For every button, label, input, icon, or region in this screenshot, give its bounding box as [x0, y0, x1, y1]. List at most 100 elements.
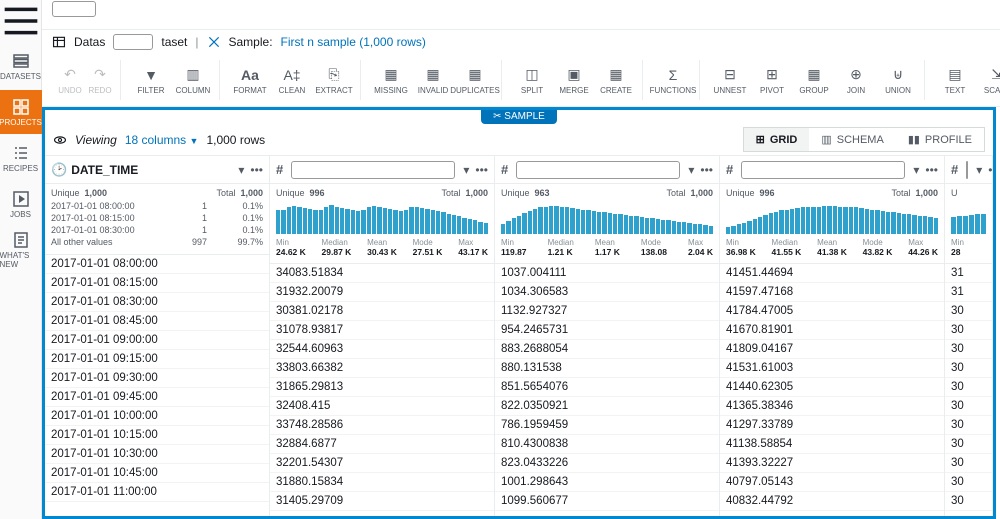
table-cell[interactable]: 41809.04167 [720, 340, 944, 359]
table-cell[interactable]: 1132.927327 [495, 302, 719, 321]
table-cell[interactable]: 823.0433226 [495, 454, 719, 473]
table-cell[interactable]: 1037.004111 [495, 264, 719, 283]
table-cell[interactable]: 31880.15834 [270, 473, 494, 492]
hamburger-menu[interactable] [0, 6, 42, 36]
table-cell[interactable]: 954.2465731 [495, 321, 719, 340]
table-cell[interactable]: 30 [945, 473, 992, 492]
split-button[interactable]: ◫SPLIT [512, 60, 552, 100]
table-cell[interactable]: 31 [945, 283, 992, 302]
table-cell[interactable]: 41784.47005 [720, 302, 944, 321]
table-cell[interactable]: 34083.51834 [270, 264, 494, 283]
duplicates-button[interactable]: ▦DUPLICATES [455, 60, 495, 100]
sample-link[interactable]: First n sample (1,000 rows) [281, 35, 426, 49]
table-cell[interactable]: 30 [945, 435, 992, 454]
format-button[interactable]: AaFORMAT [230, 60, 270, 100]
table-cell[interactable]: 2017-01-01 08:15:00 [45, 274, 269, 293]
more-icon[interactable]: ••• [250, 163, 263, 177]
filter-icon[interactable]: ▾ [238, 163, 244, 177]
filter-icon[interactable]: ▾ [463, 163, 469, 177]
table-cell[interactable]: 30 [945, 340, 992, 359]
join-button[interactable]: ⊕JOIN [836, 60, 876, 100]
table-cell[interactable]: 810.4300838 [495, 435, 719, 454]
table-cell[interactable]: 30 [945, 378, 992, 397]
table-cell[interactable]: 2017-01-01 08:45:00 [45, 312, 269, 331]
table-cell[interactable]: 30 [945, 397, 992, 416]
rail-recipes[interactable]: RECIPES [0, 136, 42, 180]
extract-button[interactable]: ⎘EXTRACT [314, 60, 354, 100]
rail-whatsnew[interactable]: WHAT'S NEW [0, 228, 42, 272]
table-cell[interactable]: 851.5654076 [495, 378, 719, 397]
table-cell[interactable]: 2017-01-01 09:45:00 [45, 388, 269, 407]
redo-button[interactable]: ↷REDO [86, 60, 114, 100]
columns-dropdown[interactable]: 18 columns ▼ [125, 133, 199, 147]
create-button[interactable]: ▦CREATE [596, 60, 636, 100]
table-cell[interactable]: 41451.44694 [720, 264, 944, 283]
table-cell[interactable]: 30 [945, 359, 992, 378]
filter-button[interactable]: ▼FILTER [131, 60, 171, 100]
table-cell[interactable]: 30 [945, 416, 992, 435]
tab-schema[interactable]: ▥ SCHEMA [809, 128, 895, 151]
table-cell[interactable]: 1001.298643 [495, 473, 719, 492]
table-cell[interactable]: 2017-01-01 10:15:00 [45, 426, 269, 445]
table-cell[interactable]: 31932.20079 [270, 283, 494, 302]
table-cell[interactable]: 30 [945, 321, 992, 340]
table-cell[interactable]: 31078.93817 [270, 321, 494, 340]
clean-button[interactable]: A‡CLEAN [272, 60, 312, 100]
more-icon[interactable]: ••• [988, 163, 993, 177]
rail-jobs[interactable]: JOBS [0, 182, 42, 226]
missing-button[interactable]: ▦MISSING [371, 60, 411, 100]
table-cell[interactable]: 786.1959459 [495, 416, 719, 435]
table-cell[interactable]: 41365.38346 [720, 397, 944, 416]
table-cell[interactable]: 32201.54307 [270, 454, 494, 473]
filter-icon[interactable]: ▾ [913, 163, 919, 177]
tab-profile[interactable]: ▮▮ PROFILE [896, 128, 984, 151]
tab-grid[interactable]: ⊞ GRID [744, 128, 810, 151]
more-icon[interactable]: ••• [700, 163, 713, 177]
table-cell[interactable]: 30 [945, 454, 992, 473]
table-cell[interactable]: 880.131538 [495, 359, 719, 378]
table-cell[interactable]: 31 [945, 264, 992, 283]
table-cell[interactable]: 883.2688054 [495, 340, 719, 359]
more-icon[interactable]: ••• [925, 163, 938, 177]
undo-button[interactable]: ↶UNDO [56, 60, 84, 100]
table-cell[interactable]: 2017-01-01 10:45:00 [45, 464, 269, 483]
table-cell[interactable]: 41440.62305 [720, 378, 944, 397]
table-cell[interactable]: 41393.32227 [720, 454, 944, 473]
table-cell[interactable]: 33803.66382 [270, 359, 494, 378]
table-cell[interactable]: 2017-01-01 11:00:00 [45, 483, 269, 502]
table-cell[interactable]: 2017-01-01 08:00:00 [45, 255, 269, 274]
table-cell[interactable]: 2017-01-01 10:00:00 [45, 407, 269, 426]
table-cell[interactable]: 30 [945, 492, 992, 511]
table-cell[interactable]: 40832.44792 [720, 492, 944, 511]
merge-button[interactable]: ▣MERGE [554, 60, 594, 100]
filter-icon[interactable]: ▾ [976, 163, 982, 177]
table-cell[interactable]: 33748.28586 [270, 416, 494, 435]
table-cell[interactable]: 1099.560677 [495, 492, 719, 511]
table-cell[interactable]: 32408.415 [270, 397, 494, 416]
table-cell[interactable]: 31405.29709 [270, 492, 494, 511]
table-cell[interactable]: 41597.47168 [720, 283, 944, 302]
filter-icon[interactable]: ▾ [688, 163, 694, 177]
pivot-button[interactable]: ⊞PIVOT [752, 60, 792, 100]
column-button[interactable]: ▥COLUMN [173, 60, 213, 100]
rail-projects[interactable]: PROJECTS [0, 90, 42, 134]
table-cell[interactable]: 2017-01-01 09:30:00 [45, 369, 269, 388]
table-cell[interactable]: 2017-01-01 09:00:00 [45, 331, 269, 350]
table-cell[interactable]: 40797.05143 [720, 473, 944, 492]
table-cell[interactable]: 2017-01-01 09:15:00 [45, 350, 269, 369]
invalid-button[interactable]: ▦INVALID [413, 60, 453, 100]
text-button[interactable]: ▤TEXT [935, 60, 975, 100]
table-cell[interactable]: 41138.58854 [720, 435, 944, 454]
table-cell[interactable]: 822.0350921 [495, 397, 719, 416]
table-cell[interactable]: 1034.306583 [495, 283, 719, 302]
table-cell[interactable]: 41670.81901 [720, 321, 944, 340]
table-cell[interactable]: 31865.29813 [270, 378, 494, 397]
union-button[interactable]: ⊎UNION [878, 60, 918, 100]
table-cell[interactable]: 32544.60963 [270, 340, 494, 359]
table-cell[interactable]: 41531.61003 [720, 359, 944, 378]
more-icon[interactable]: ••• [475, 163, 488, 177]
table-cell[interactable]: 32884.6877 [270, 435, 494, 454]
rail-datasets[interactable]: DATASETS [0, 44, 42, 88]
table-cell[interactable]: 30 [945, 302, 992, 321]
table-cell[interactable]: 2017-01-01 08:30:00 [45, 293, 269, 312]
